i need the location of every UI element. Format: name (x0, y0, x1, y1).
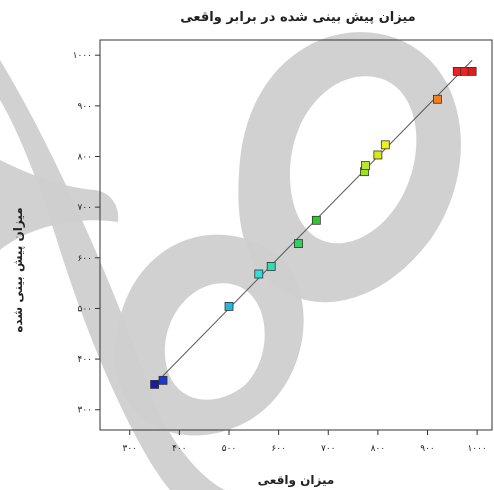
x-axis-label: میزان واقعی (258, 473, 335, 488)
data-point (373, 150, 383, 160)
y-axis-label: میزان پیش بینی شده (11, 207, 25, 332)
x-tick-label: ۳۰۰ (123, 444, 138, 454)
data-point (224, 302, 234, 311)
y-tick-label: ۴۰۰ (77, 355, 92, 365)
data-point (361, 161, 370, 171)
x-tick-label: ۷۰۰ (321, 444, 336, 454)
data-point (460, 67, 470, 76)
y-tick-label: ۵۰۰ (77, 304, 92, 314)
y-axis: ۳۰۰ ۴۰۰ ۵۰۰ ۶۰۰ ۷۰۰ ۸۰۰ ۹۰۰ ۱۰۰۰ (73, 51, 100, 416)
y-tick-label: ۱۰۰۰ (73, 51, 92, 61)
data-point (311, 215, 321, 225)
plot-frame (99, 39, 493, 431)
data-point (467, 67, 477, 76)
x-tick-label: ۱۰۰۰ (467, 444, 486, 454)
data-point (266, 262, 276, 271)
data-point (452, 67, 462, 76)
data-point (158, 375, 168, 385)
y-tick-label: ۷۰۰ (77, 203, 92, 213)
x-axis: ۳۰۰ ۴۰۰ ۵۰۰ ۶۰۰ ۷۰۰ ۸۰۰ ۹۰۰ ۱۰۰۰ (123, 430, 487, 454)
x-tick-label: ۹۰۰ (420, 444, 435, 454)
y-tick-label: ۸۰۰ (77, 152, 92, 162)
data-point (254, 269, 264, 279)
x-tick-label: ۵۰۰ (222, 444, 237, 454)
chart-title: میزان پیش بینی شده در برابر واقعی (180, 10, 415, 25)
data-point (294, 239, 303, 249)
data-point (380, 140, 390, 150)
y-tick-label: ۶۰۰ (77, 254, 92, 264)
watermark (0, 32, 461, 490)
data-points (150, 67, 477, 389)
y-tick-label: ۳۰۰ (77, 406, 92, 416)
data-point (150, 380, 159, 389)
x-tick-label: ۴۰۰ (172, 444, 187, 454)
data-point (433, 94, 442, 104)
x-tick-label: ۸۰۰ (371, 444, 386, 454)
x-tick-label: ۶۰۰ (271, 444, 286, 454)
y-tick-label: ۹۰۰ (77, 102, 92, 112)
